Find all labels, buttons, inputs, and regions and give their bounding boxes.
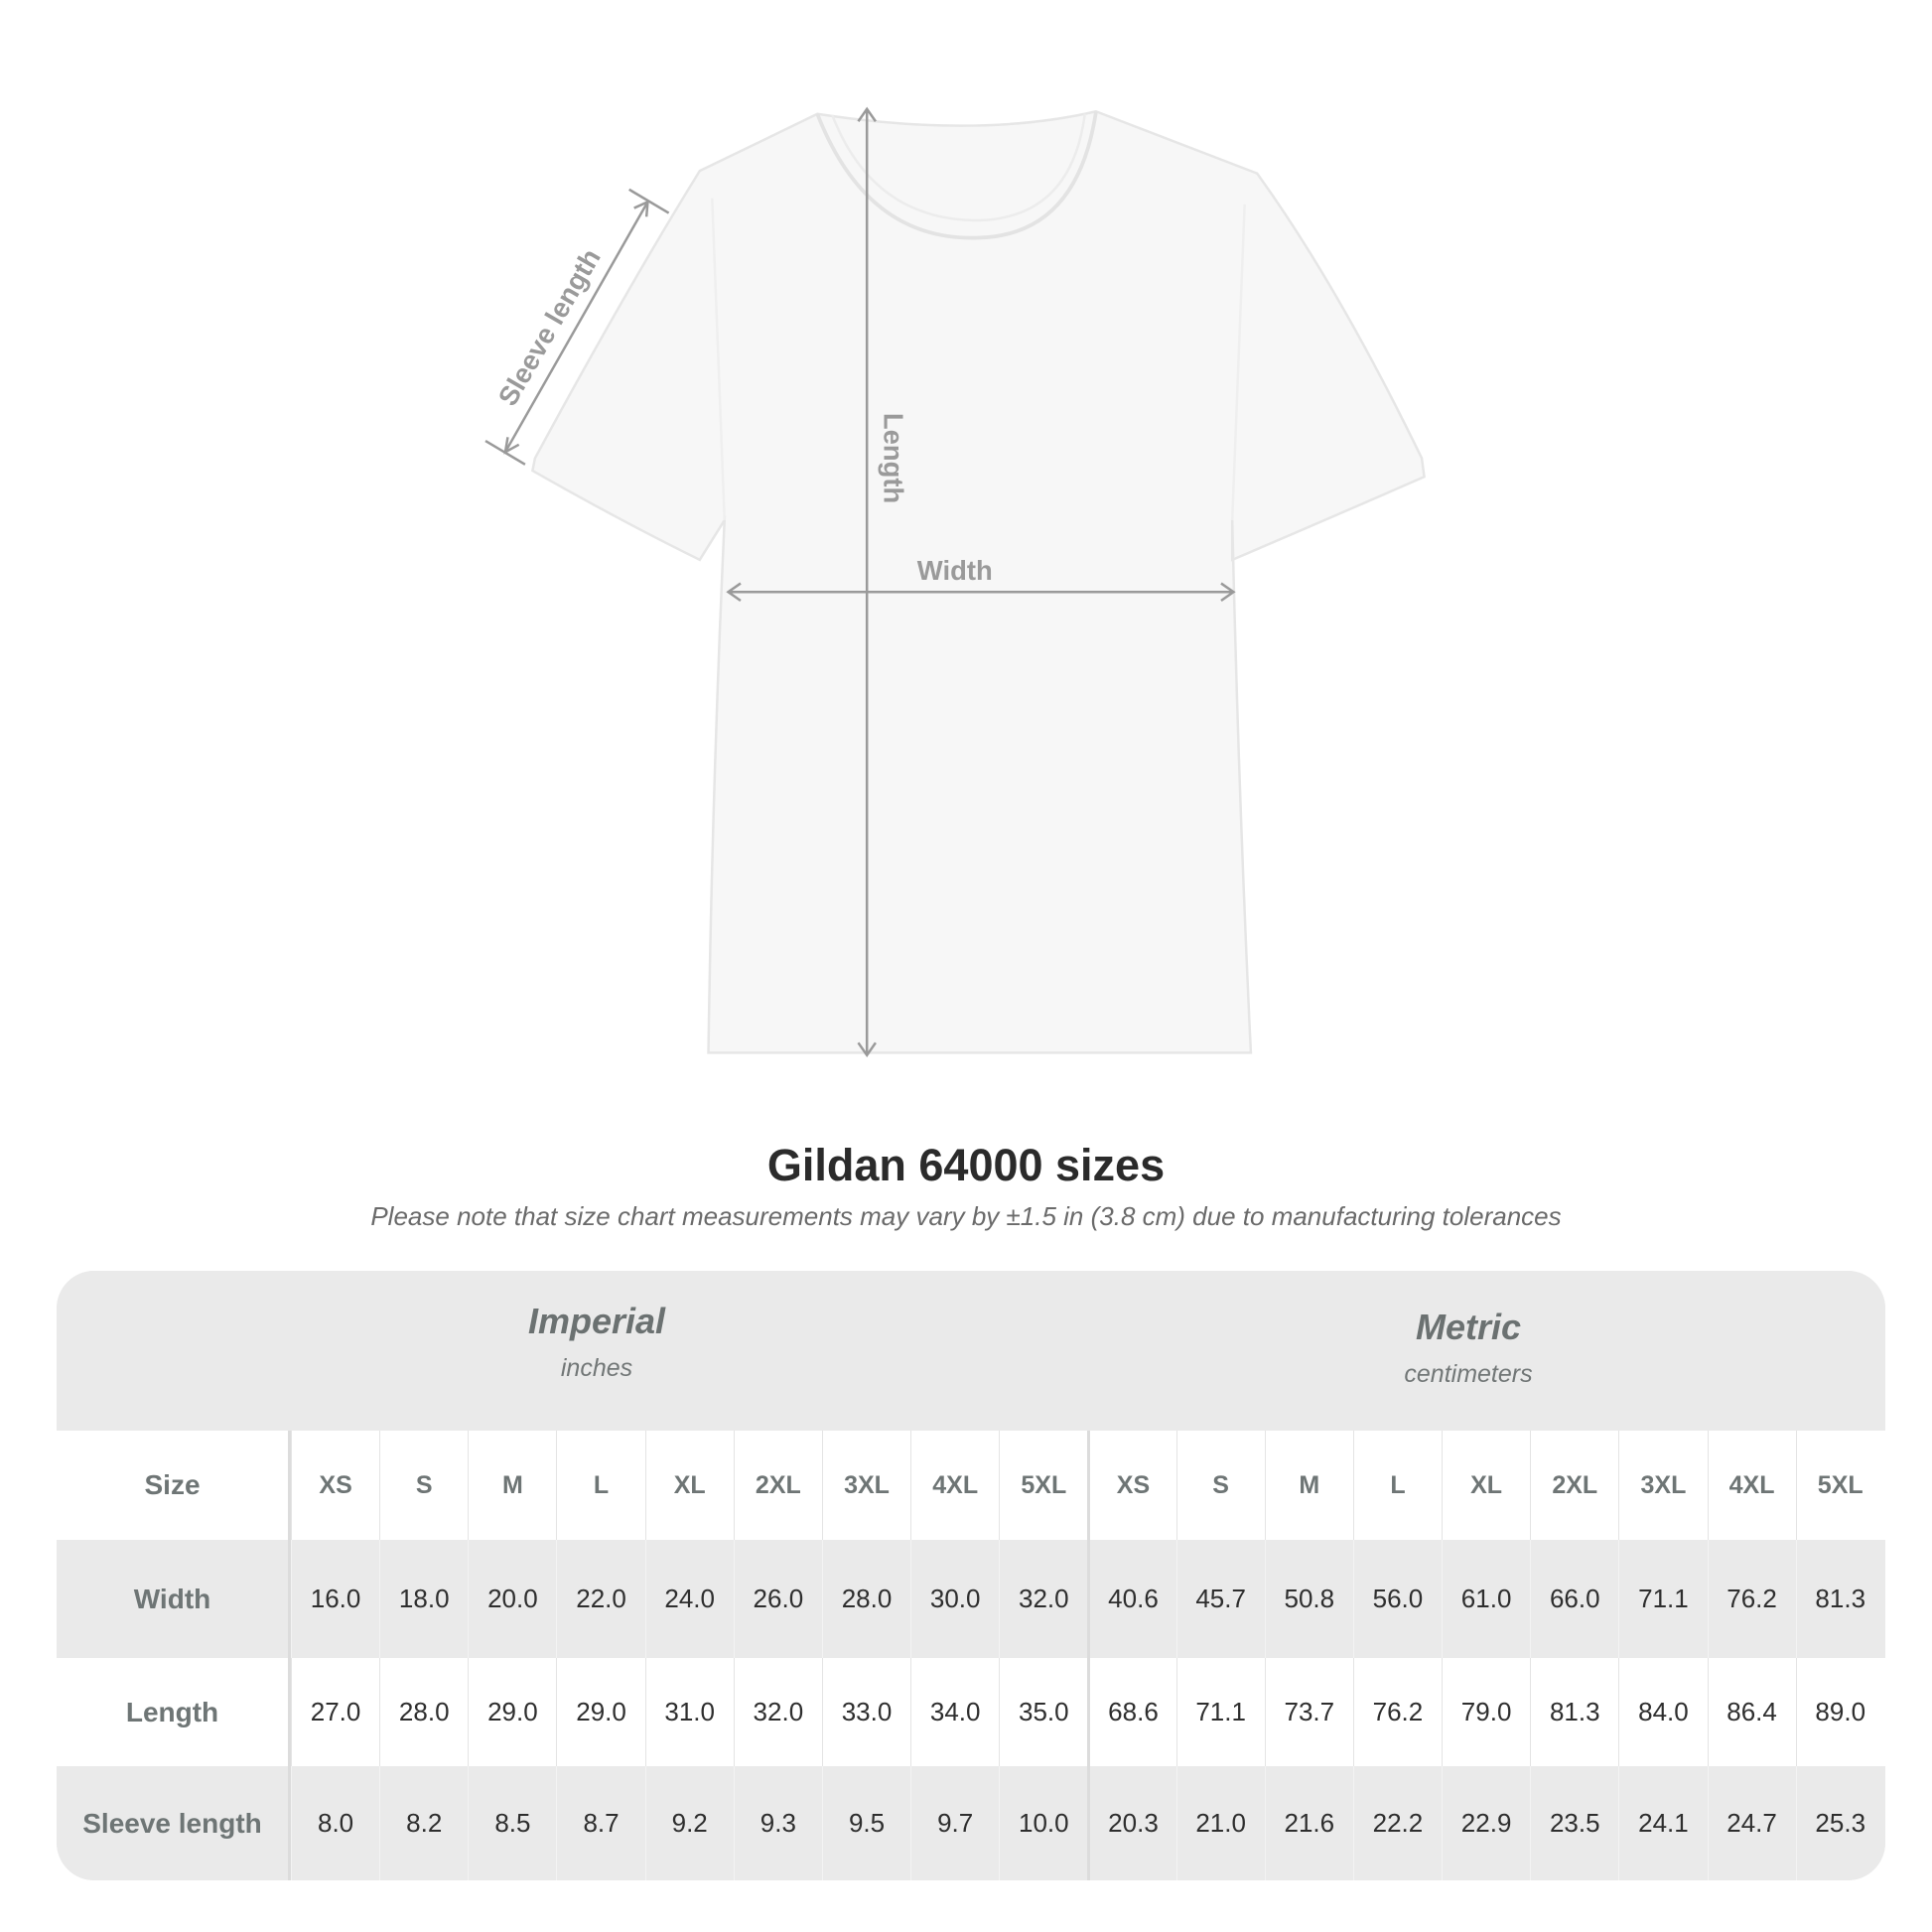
metric-value-cell: 20.3	[1087, 1766, 1175, 1880]
length-label: Length	[879, 413, 909, 503]
length-arrow	[857, 106, 877, 1057]
metric-size-header: 2XL	[1530, 1431, 1618, 1540]
metric-value-cell: 25.3	[1795, 1766, 1884, 1880]
imperial-title: Imperial	[527, 1301, 666, 1341]
metric-value-cell: 66.0	[1530, 1540, 1618, 1658]
imperial-value-cell: 8.5	[468, 1766, 556, 1880]
metric-value-cell: 76.2	[1352, 1658, 1442, 1766]
imperial-value-cell: 31.0	[644, 1658, 734, 1766]
metric-value-cell: 22.2	[1352, 1766, 1442, 1880]
metric-value-cell: 79.0	[1442, 1658, 1530, 1766]
tolerance-note: Please note that size chart measurements…	[370, 1201, 1562, 1231]
imperial-size-header: XL	[644, 1431, 734, 1540]
imperial-value-cell: 8.2	[379, 1766, 468, 1880]
metric-value-cell: 56.0	[1352, 1540, 1442, 1658]
imperial-size-header: S	[379, 1431, 468, 1540]
imperial-value-cell: 30.0	[910, 1540, 999, 1658]
metric-size-header: 5XL	[1795, 1431, 1884, 1540]
metric-value-cell: 81.3	[1530, 1658, 1618, 1766]
imperial-value-cell: 18.0	[379, 1540, 468, 1658]
width-arrow	[726, 582, 1236, 603]
imperial-value-cell: 29.0	[468, 1658, 556, 1766]
imperial-value-cell: 29.0	[556, 1658, 644, 1766]
metric-value-cell: 81.3	[1795, 1540, 1884, 1658]
row-label: Length	[57, 1658, 291, 1766]
imperial-value-cell: 27.0	[291, 1658, 379, 1766]
imperial-value-cell: 34.0	[910, 1658, 999, 1766]
tshirt-illustration	[530, 109, 1426, 1054]
imperial-value-cell: 8.7	[556, 1766, 644, 1880]
metric-unit: centimeters	[1404, 1360, 1533, 1388]
metric-value-cell: 21.6	[1264, 1766, 1353, 1880]
imperial-value-cell: 24.0	[644, 1540, 734, 1658]
metric-value-cell: 68.6	[1087, 1658, 1175, 1766]
imperial-group-header: Imperial inches	[348, 1301, 845, 1383]
metric-title: Metric	[1415, 1307, 1522, 1347]
imperial-size-header: 2XL	[733, 1431, 822, 1540]
imperial-value-cell: 9.5	[821, 1766, 910, 1880]
metric-value-cell: 86.4	[1707, 1658, 1796, 1766]
metric-value-cell: 73.7	[1264, 1658, 1353, 1766]
row-label: Width	[57, 1540, 291, 1658]
metric-value-cell: 23.5	[1530, 1766, 1618, 1880]
metric-value-cell: 24.1	[1618, 1766, 1707, 1880]
size-header-row: Size XS S M L XL 2XL 3XL 4XL 5XL XS S M L XL 2XL 3XL 4XL 5…	[57, 1431, 1885, 1540]
metric-value-cell: 71.1	[1618, 1540, 1707, 1658]
metric-value-cell: 50.8	[1264, 1540, 1353, 1658]
metric-size-header: S	[1175, 1431, 1265, 1540]
imperial-value-cell: 10.0	[999, 1766, 1087, 1880]
imperial-value-cell: 28.0	[379, 1658, 468, 1766]
imperial-size-header: 4XL	[910, 1431, 999, 1540]
imperial-value-cell: 9.2	[644, 1766, 734, 1880]
imperial-value-cell: 20.0	[468, 1540, 556, 1658]
metric-value-cell: 22.9	[1442, 1766, 1530, 1880]
metric-group-header: Metric centimeters	[1220, 1307, 1717, 1389]
metric-value-cell: 89.0	[1795, 1658, 1884, 1766]
metric-size-header: XL	[1442, 1431, 1530, 1540]
imperial-value-cell: 32.0	[999, 1540, 1087, 1658]
table-row: Length 27.0 28.0 29.0 29.0 31.0 32.0 33.0 34.0 35…	[57, 1658, 1885, 1766]
imperial-value-cell: 28.0	[821, 1540, 910, 1658]
row-label: Sleeve length	[57, 1766, 291, 1880]
imperial-value-cell: 32.0	[733, 1658, 822, 1766]
metric-size-header: L	[1352, 1431, 1442, 1540]
metric-value-cell: 45.7	[1175, 1540, 1265, 1658]
metric-value-cell: 40.6	[1087, 1540, 1175, 1658]
imperial-unit: inches	[560, 1354, 633, 1382]
imperial-value-cell: 16.0	[291, 1540, 379, 1658]
imperial-size-header: L	[556, 1431, 644, 1540]
metric-size-header: 4XL	[1707, 1431, 1796, 1540]
imperial-size-header: 3XL	[821, 1431, 910, 1540]
imperial-size-header: XS	[291, 1431, 379, 1540]
metric-value-cell: 76.2	[1707, 1540, 1796, 1658]
imperial-value-cell: 9.3	[733, 1766, 822, 1880]
table-row: Width 16.0 18.0 20.0 22.0 24.0 26.0 28.0 30.0 32.…	[57, 1540, 1885, 1658]
imperial-value-cell: 33.0	[821, 1658, 910, 1766]
size-chart-title: Gildan 64000 sizes	[766, 1140, 1166, 1190]
metric-value-cell: 21.0	[1175, 1766, 1265, 1880]
imperial-value-cell: 9.7	[910, 1766, 999, 1880]
width-label: Width	[917, 555, 993, 586]
metric-size-header: XS	[1087, 1431, 1175, 1540]
imperial-size-header: M	[468, 1431, 556, 1540]
imperial-value-cell: 8.0	[291, 1766, 379, 1880]
imperial-value-cell: 22.0	[556, 1540, 644, 1658]
imperial-value-cell: 26.0	[733, 1540, 822, 1658]
metric-size-header: 3XL	[1618, 1431, 1707, 1540]
metric-size-header: M	[1264, 1431, 1353, 1540]
metric-value-cell: 71.1	[1175, 1658, 1265, 1766]
table-row: Sleeve length 8.0 8.2 8.5 8.7 9.2 9.3 9.5 9.7 10.…	[57, 1766, 1885, 1880]
metric-value-cell: 84.0	[1618, 1658, 1707, 1766]
sleeve-length-arrow	[484, 188, 670, 466]
imperial-value-cell: 35.0	[999, 1658, 1087, 1766]
metric-value-cell: 61.0	[1442, 1540, 1530, 1658]
size-column-label: Size	[57, 1431, 291, 1540]
table-header: Imperial inches Metric centimeters	[57, 1271, 1885, 1431]
metric-value-cell: 24.7	[1707, 1766, 1796, 1880]
imperial-size-header: 5XL	[999, 1431, 1087, 1540]
size-table: Imperial inches Metric centimeters Size X…	[57, 1271, 1885, 1880]
